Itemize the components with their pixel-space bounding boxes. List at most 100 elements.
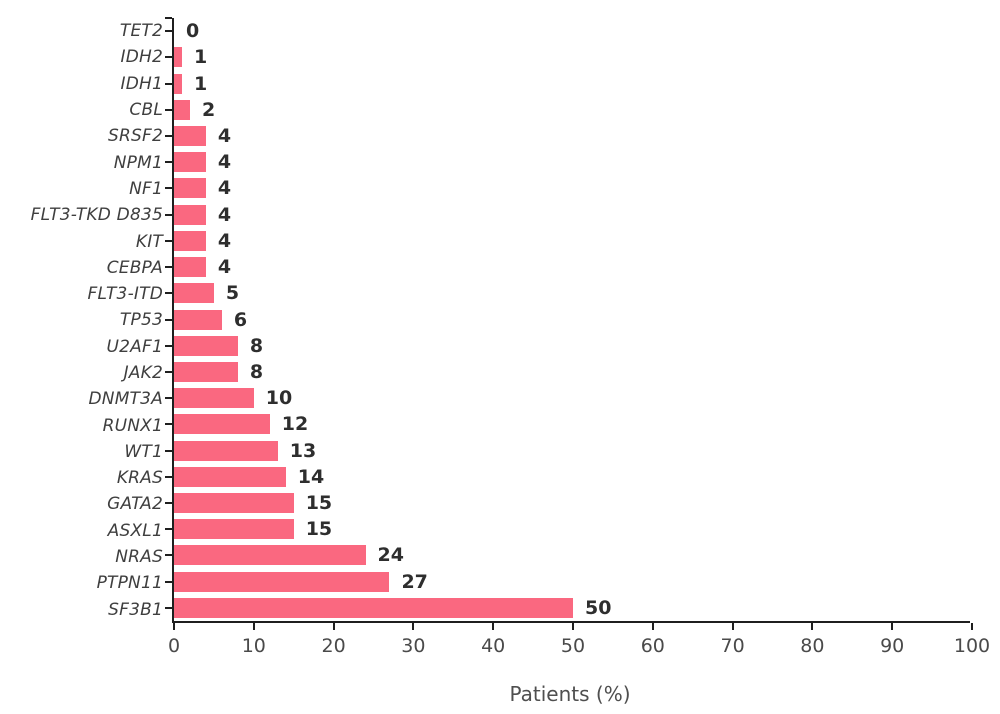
bar-value-label: 4 (217, 151, 232, 174)
bar (174, 47, 182, 68)
category-label: TP53 (119, 310, 163, 331)
bar-value-label: 1 (193, 72, 208, 95)
bar-row: 4 (165, 175, 970, 201)
bar-value-label: 2 (201, 98, 216, 121)
bar (174, 466, 286, 487)
y-axis-tick (165, 554, 172, 557)
y-axis-tick (165, 187, 172, 190)
bar-row: 4 (165, 149, 970, 175)
bar-value-label: 14 (297, 465, 325, 488)
category-label: PTPN11 (96, 573, 163, 594)
bar (174, 571, 390, 592)
category-label: FLT3-TKD D835 (30, 205, 163, 226)
x-axis-tick-label: 10 (241, 635, 266, 657)
bar-row: 13 (165, 438, 970, 464)
category-label: SF3B1 (108, 599, 163, 620)
bar-value-label: 4 (217, 256, 232, 279)
y-axis-tick (165, 239, 172, 242)
bar-row: 50 (165, 595, 970, 621)
bar (174, 414, 270, 435)
x-axis-tick (971, 623, 973, 630)
y-axis-tick (165, 475, 172, 478)
y-axis-tick (165, 449, 172, 452)
category-label: FLT3-ITD (87, 284, 163, 305)
bar-value-label: 4 (217, 229, 232, 252)
bar-value-label: 6 (233, 308, 248, 331)
bar (174, 309, 222, 330)
bar-row: 4 (165, 123, 970, 149)
bar-value-label: 13 (289, 439, 317, 462)
bar-row: 0 (165, 18, 970, 44)
bar-row: 4 (165, 228, 970, 254)
x-axis-tick (252, 623, 255, 630)
x-axis-tick-label: 40 (481, 635, 506, 657)
bar-row: 15 (165, 516, 970, 542)
category-label: NRAS (115, 547, 163, 568)
bar (174, 99, 190, 120)
x-axis-tick-label: 100 (953, 635, 991, 657)
bar (174, 335, 238, 356)
bar-value-label: 0 (186, 20, 200, 43)
x-axis-tick (492, 623, 495, 630)
category-label: GATA2 (107, 494, 163, 515)
bar-value-label: 12 (281, 413, 309, 436)
x-axis-tick-label: 70 (720, 635, 745, 657)
category-label: CEBPA (106, 257, 163, 278)
bar (174, 493, 294, 514)
y-axis-tick (165, 161, 172, 164)
bar (174, 204, 206, 225)
y-axis-tick (165, 370, 172, 373)
x-axis-tick (173, 623, 175, 630)
bar-row: 14 (165, 464, 970, 490)
bar (174, 152, 206, 173)
category-label: NPM1 (113, 152, 163, 173)
category-label: KRAS (116, 468, 163, 489)
y-axis-tick (165, 397, 172, 400)
x-axis-tick (811, 623, 814, 630)
x-axis-tick-label: 20 (321, 635, 346, 657)
category-label: DNMT3A (88, 389, 163, 410)
bar-value-label: 15 (305, 518, 333, 541)
category-label: RUNX1 (102, 415, 163, 436)
y-axis-tick (165, 606, 172, 609)
category-label: U2AF1 (106, 336, 163, 357)
y-axis-tick (165, 344, 172, 347)
x-axis-tick (412, 623, 415, 630)
category-label: CBL (129, 100, 163, 121)
bar (174, 257, 206, 278)
bar (174, 178, 206, 199)
bar (174, 283, 214, 304)
y-axis-tick (165, 318, 172, 321)
bar (174, 73, 182, 94)
bar-row: 1 (165, 44, 970, 70)
bar-row: 5 (165, 280, 970, 306)
y-axis-tick (165, 108, 172, 111)
x-axis-tick (651, 623, 654, 630)
bar-row: 10 (165, 385, 970, 411)
x-axis-tick (332, 623, 335, 630)
y-axis-tick (165, 82, 172, 85)
bar-row: 27 (165, 569, 970, 595)
bar (174, 361, 238, 382)
bar-row: 8 (165, 359, 970, 385)
bar-value-label: 5 (225, 282, 240, 305)
bar-row: 12 (165, 411, 970, 437)
category-label: SRSF2 (108, 126, 163, 147)
y-axis-tick (165, 56, 172, 59)
bar-value-label: 4 (217, 177, 232, 200)
y-axis-tick (165, 502, 172, 505)
bar (174, 519, 294, 540)
bar-value-label: 50 (585, 596, 612, 619)
bar-row: 8 (165, 333, 970, 359)
category-label: KIT (135, 231, 163, 252)
bar-value-label: 10 (265, 387, 293, 410)
y-axis-tick (165, 266, 172, 269)
bar (174, 230, 206, 251)
bar-row: 4 (165, 202, 970, 228)
bar-row: 2 (165, 97, 970, 123)
bar (174, 388, 254, 409)
x-axis-tick-label: 0 (167, 635, 181, 657)
x-axis-tick-label: 50 (560, 635, 586, 657)
bar-row: 24 (165, 542, 970, 568)
